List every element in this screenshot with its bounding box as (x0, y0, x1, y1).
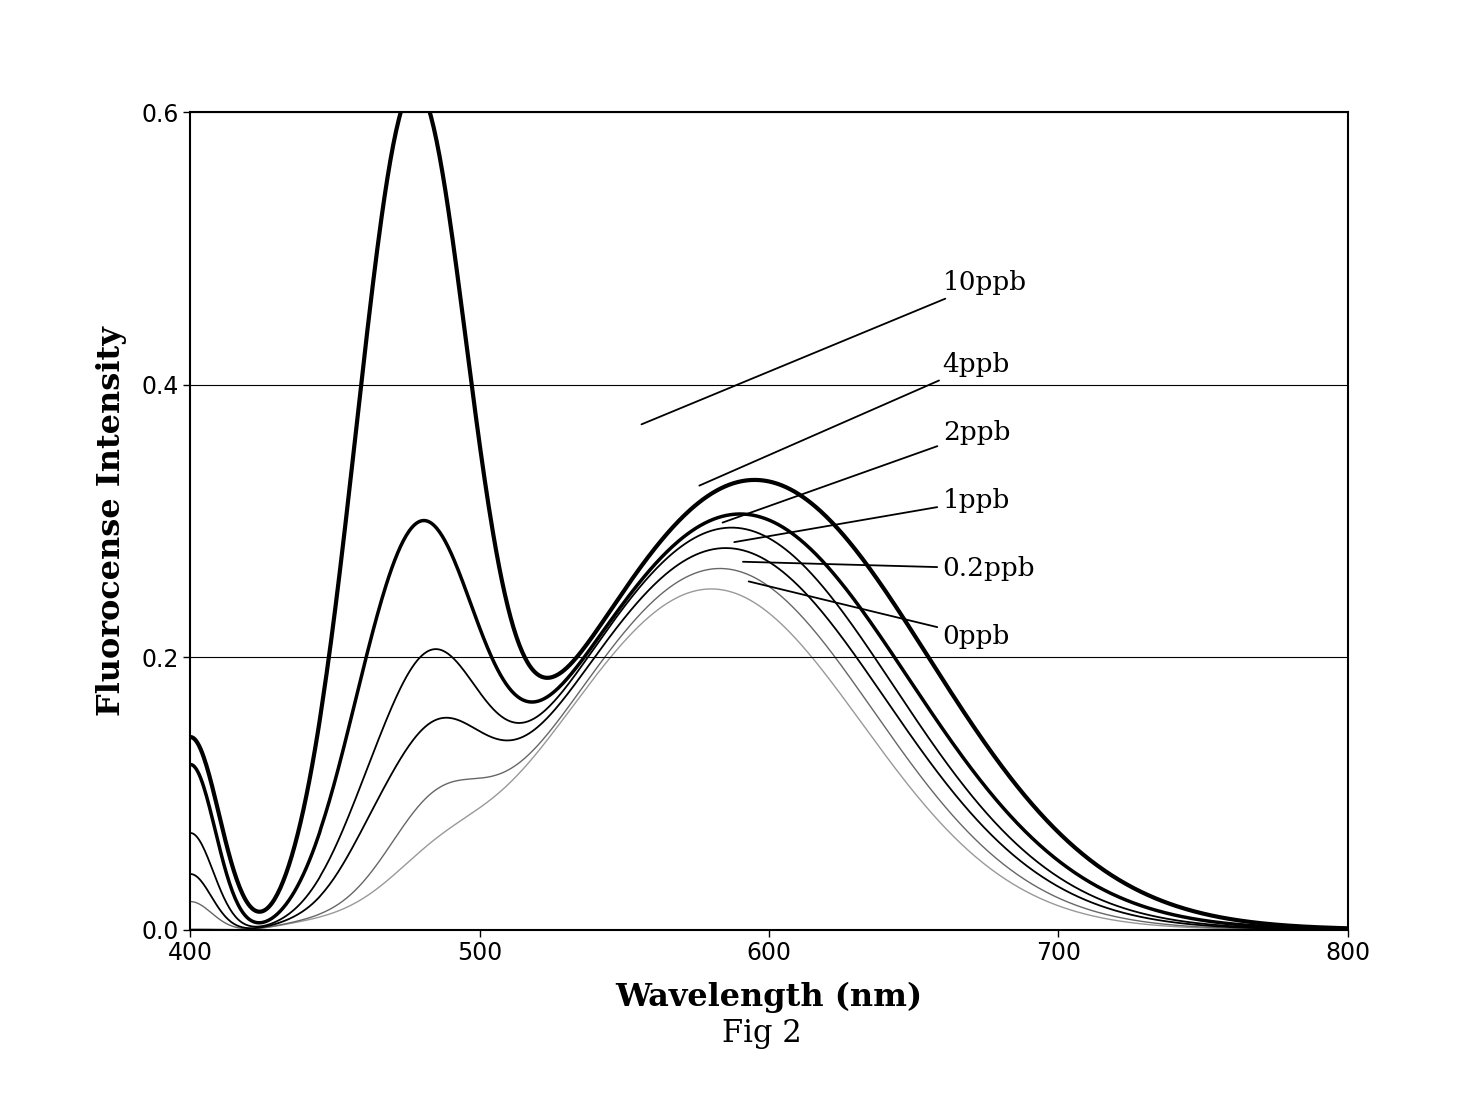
Text: 2ppb: 2ppb (722, 420, 1011, 523)
Text: 4ppb: 4ppb (699, 352, 1009, 486)
Text: Fig 2: Fig 2 (722, 1018, 801, 1048)
Text: 1ppb: 1ppb (734, 488, 1009, 542)
Text: 10ppb: 10ppb (642, 270, 1027, 424)
Y-axis label: Fluorocense Intensity: Fluorocense Intensity (97, 326, 127, 716)
Text: 0.2ppb: 0.2ppb (743, 556, 1036, 581)
X-axis label: Wavelength (nm): Wavelength (nm) (615, 982, 923, 1014)
Text: 0ppb: 0ppb (749, 581, 1009, 650)
